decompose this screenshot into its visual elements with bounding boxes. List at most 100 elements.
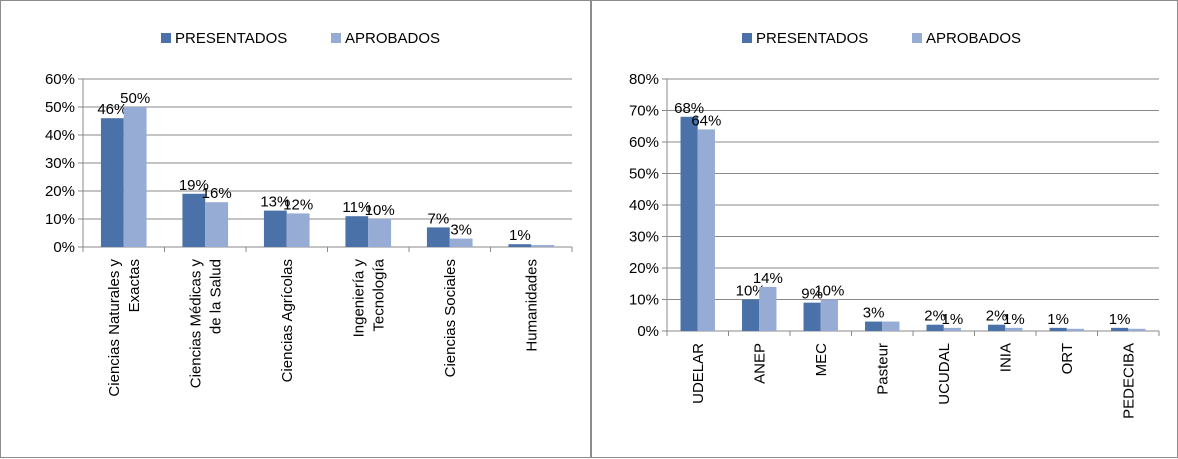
data-label: 3% [863,305,885,322]
bar-aprobados-5 [1005,327,1023,331]
bar-presentados-3 [865,321,883,331]
data-label: 46% [97,101,127,118]
bar-aprobados-3 [882,321,900,331]
bar-presentados-6 [1049,327,1067,331]
data-label: 1% [942,311,964,328]
legend: PRESENTADOS APROBADOS [161,30,440,47]
bar-aprobados-2 [820,299,838,331]
bar-presentados-3 [345,216,369,247]
bar-presentados-1 [742,299,760,331]
bar-presentados-5 [988,324,1006,331]
bar-chart-fields: 0% 10% 20% 30% 40% 50% 60% 46% 19% 13% 11% 7% 1% 50% 1… [45,30,573,397]
category-label: Tecnología [370,258,387,331]
y-tick-label: 0% [637,323,659,340]
legend-label: APROBADOS [926,30,1021,47]
y-tick-label: 30% [45,155,75,172]
category-label: Humanidades [523,259,540,352]
data-label: 1% [1003,311,1025,328]
data-label: 10% [365,202,395,219]
data-label: 2% [924,308,946,325]
data-label: 3% [450,222,472,239]
bar-presentados-0 [100,118,124,247]
legend-label: PRESENTADOS [756,30,868,47]
category-label: UCUDAL [936,343,953,405]
bar-aprobados-1 [759,286,777,331]
y-tick-label: 20% [629,260,659,277]
y-tick-label: 30% [629,229,659,246]
data-label: 12% [283,196,313,213]
bar-aprobados-6 [1066,328,1084,331]
y-tick-label: 60% [629,134,659,151]
bar-aprobados-7 [1128,328,1146,331]
legend-swatch [331,33,341,43]
bar-presentados-2 [263,210,287,247]
chart-panel-fields: 0% 10% 20% 30% 40% 50% 60% 46% 19% 13% 11% 7% 1% 50% 1… [0,0,591,458]
bar-presentados-2 [803,302,821,331]
data-label: 9% [801,286,823,303]
bar-presentados-5 [508,244,532,247]
y-tick-label: 50% [629,166,659,183]
category-label: Exactas [126,259,143,312]
data-label: 50% [120,90,150,107]
data-label: 14% [753,270,783,287]
bar-aprobados-1 [205,202,229,247]
category-label: PEDECIBA [1120,343,1137,419]
data-label: 1% [1047,311,1069,328]
legend-label: APROBADOS [345,30,440,47]
data-label: 1% [1109,311,1131,328]
legend-swatch [161,33,171,43]
category-label: Ciencias Sociales [442,259,459,377]
bar-presentados-4 [426,227,450,247]
category-label: Ciencias Médicas y [187,259,204,389]
data-label: 19% [179,177,209,194]
category-label: Ciencias Agrícolas [279,259,296,382]
data-label: 7% [427,210,449,227]
bar-presentados-7 [1111,327,1129,331]
y-tick-label: 70% [629,103,659,120]
y-tick-label: 10% [629,292,659,309]
category-label: ANEP [751,343,768,384]
category-label: MEC [813,343,830,377]
y-tick-label: 40% [629,197,659,214]
bar-aprobados-0 [697,129,715,331]
bar-aprobados-0 [123,107,147,247]
y-tick-label: 50% [45,99,75,116]
category-label: UDELAR [690,343,707,404]
y-tick-label: 80% [629,71,659,88]
chart-group: 0%10%20%30%40%50%60%70%80%68%10% 9%3% 2% 2%… [629,30,1160,419]
data-label: 2% [986,308,1008,325]
bar-aprobados-2 [286,213,310,247]
bar-aprobados-4 [449,238,473,247]
y-tick-label: 60% [45,71,75,88]
bar-presentados-0 [680,116,698,331]
category-label: Ciencias Naturales y [106,259,123,397]
y-tick-label: 40% [45,127,75,144]
legend-swatch [742,33,752,43]
legend-label: PRESENTADOS [175,30,287,47]
data-label: 11% [342,199,371,216]
chart-panel-institutions: 0% 10% 20% 30% 40% 50% 60% 70% 80% 68% 10% 9% 3% 2% 2%… [591,0,1178,458]
data-label: 10% [736,283,766,300]
category-label: Ingeniería y [350,259,367,338]
bar-aprobados-4 [943,327,961,331]
legend-swatch [912,33,922,43]
data-label: 64% [691,112,721,129]
bar-presentados-1 [182,193,206,247]
bar-presentados-4 [926,324,944,331]
y-tick-label: 20% [45,183,75,200]
bar-aprobados-3 [368,219,392,247]
data-label: 68% [674,100,704,117]
category-label: de la Salud [207,259,224,334]
bar-aprobados-5 [531,245,555,247]
data-label: 10% [814,283,844,300]
category-label: ORT [1059,343,1076,374]
category-label: Pasteur [874,343,891,395]
legend: PRESENTADOS APROBADOS [742,30,1021,47]
data-label: 1% [509,227,531,244]
bar-chart-institutions: 0%10%20%30%40%50%60%70%80%68%10% 9%3% 2% 2%… [629,30,1160,419]
y-tick-label: 0% [53,239,75,256]
chart-group: 0% 10% 20% 30% 40% 50% 60% 46% 19% 13% 11% 7% 1% 50% 1… [45,30,573,397]
y-tick-label: 10% [45,211,75,228]
category-label: INIA [997,343,1014,372]
data-label: 16% [202,185,232,202]
